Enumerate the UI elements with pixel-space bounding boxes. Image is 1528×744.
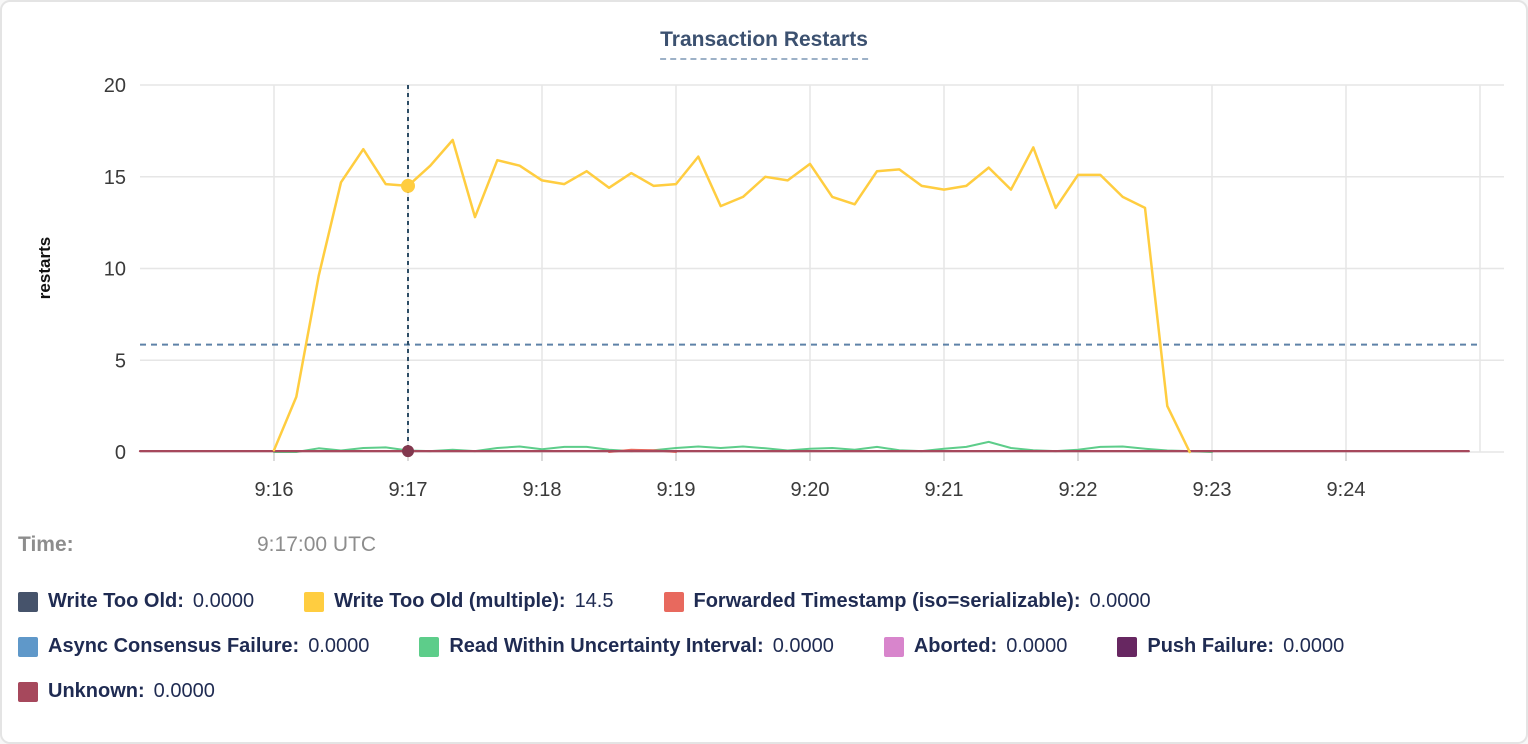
legend-label: Write Too Old: bbox=[48, 590, 184, 612]
legend-label: Push Failure: bbox=[1147, 635, 1275, 657]
transaction-restarts-chart[interactable]: 9:16 9:17 9:18 9:19 9:20 9:21 9:22 9:23 9:24 0 5 10… bbox=[2, 2, 1528, 522]
legend-value: 0.0000 bbox=[153, 680, 215, 702]
legend-label: Unknown: bbox=[48, 680, 145, 702]
x-tick-label: 9:17 bbox=[389, 479, 428, 501]
x-tick-label: 9:19 bbox=[657, 479, 696, 501]
legend-item: Write Too Old: 0.0000 bbox=[18, 590, 254, 613]
legend-item: Unknown: 0.0000 bbox=[18, 680, 215, 703]
legend-row: Write Too Old: 0.0000 Write Too Old (multi… bbox=[18, 590, 1516, 613]
y-tick-label: 10 bbox=[104, 259, 126, 281]
hover-dot bbox=[401, 178, 415, 193]
legend-swatch bbox=[18, 681, 38, 702]
legend-swatch bbox=[419, 636, 440, 657]
legend-swatch bbox=[1117, 636, 1138, 657]
x-tick-label: 9:20 bbox=[791, 479, 830, 501]
x-tick-label: 9:24 bbox=[1327, 479, 1366, 501]
legend-label: Aborted: bbox=[913, 635, 998, 657]
legend-label: Read Within Uncertainty Interval: bbox=[449, 635, 764, 657]
legend-value: 14.5 bbox=[574, 590, 614, 612]
legend-value: 0.0000 bbox=[1089, 590, 1151, 612]
x-tick-label: 9:18 bbox=[523, 479, 562, 501]
y-tick-label: 15 bbox=[104, 167, 126, 189]
legend-value: 0.0000 bbox=[192, 590, 255, 612]
x-tick-label: 9:21 bbox=[925, 479, 964, 501]
chart-title[interactable]: Transaction Restarts bbox=[660, 28, 868, 60]
legend-swatch bbox=[18, 591, 38, 612]
tooltip-time-row: Time: 9:17:00 UTC bbox=[18, 533, 376, 557]
time-value: 9:17:00 UTC bbox=[257, 533, 377, 556]
legend-label: Write Too Old (multiple): bbox=[334, 590, 566, 612]
legend-swatch bbox=[304, 591, 325, 612]
legend-swatch bbox=[663, 591, 684, 612]
legend-item: Async Consensus Failure: 0.0000 bbox=[18, 635, 369, 658]
legend-row: Async Consensus Failure: 0.0000 Read Withi… bbox=[18, 635, 1516, 658]
y-axis-title: restarts bbox=[35, 237, 54, 299]
legend-value: 0.0000 bbox=[772, 635, 834, 657]
legend-item: Forwarded Timestamp (iso=serializable): 0… bbox=[663, 590, 1151, 613]
legend-swatch bbox=[883, 636, 904, 657]
legend-swatch bbox=[18, 636, 38, 657]
y-tick-label: 5 bbox=[115, 350, 126, 372]
x-tick-label: 9:22 bbox=[1059, 479, 1098, 501]
hover-dot bbox=[402, 445, 414, 458]
x-tick-label: 9:23 bbox=[1193, 479, 1232, 501]
legend-value: 0.0000 bbox=[1283, 635, 1345, 657]
legend-item: Aborted: 0.0000 bbox=[883, 635, 1068, 658]
y-tick-label: 0 bbox=[115, 442, 126, 464]
series-line-write-too-old-multiple bbox=[272, 138, 1191, 454]
legend-item: Write Too Old (multiple): 14.5 bbox=[304, 590, 614, 613]
x-tick-label: 9:16 bbox=[255, 479, 294, 501]
legend-item: Read Within Uncertainty Interval: 0.0000 bbox=[419, 635, 834, 658]
time-label: Time: bbox=[18, 533, 74, 556]
legend-label: Async Consensus Failure: bbox=[48, 635, 300, 657]
legend-value: 0.0000 bbox=[308, 635, 370, 657]
y-tick-label: 20 bbox=[104, 75, 126, 97]
legend-item: Push Failure: 0.0000 bbox=[1117, 635, 1344, 658]
legend-label: Forwarded Timestamp (iso=serializable): bbox=[693, 590, 1081, 612]
legend-row: Unknown: 0.0000 bbox=[18, 680, 1516, 703]
legend-value: 0.0000 bbox=[1006, 635, 1068, 657]
